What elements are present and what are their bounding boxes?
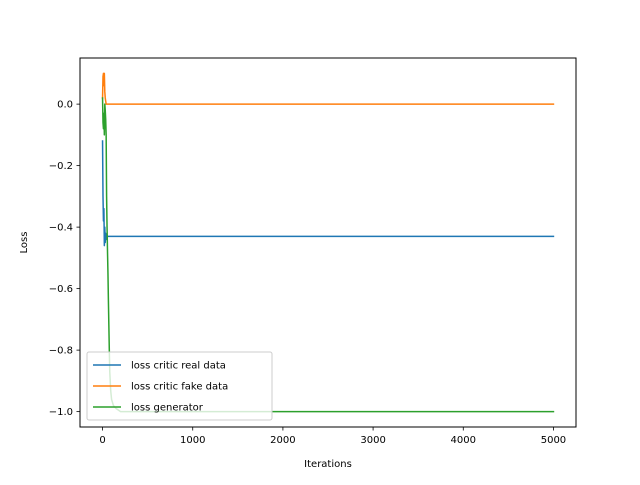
x-tick-label: 4000 — [451, 435, 476, 446]
y-axis: −1.0 −0.8 −0.6 −0.4 −0.2 0.0 — [49, 100, 80, 418]
x-axis-label: Iterations — [304, 459, 352, 470]
legend-label-1: loss critic real data — [131, 361, 226, 372]
y-tick-label: 0.0 — [57, 100, 73, 111]
x-tick-label: 2000 — [270, 435, 295, 446]
y-tick-label: −0.8 — [49, 346, 73, 357]
y-tick-label: −0.2 — [49, 161, 73, 172]
legend: loss critic real data loss critic fake da… — [86, 351, 273, 421]
x-tick-label: 1000 — [180, 435, 205, 446]
y-tick-label: −0.4 — [49, 223, 73, 234]
axes-frame — [79, 57, 577, 428]
series-line-2 — [101, 72, 555, 105]
y-tick-label: −0.6 — [49, 284, 73, 295]
y-tick-label: −1.0 — [49, 407, 73, 418]
x-axis: 0 1000 2000 3000 4000 5000 — [99, 427, 566, 446]
legend-label-3: loss generator — [131, 403, 204, 414]
x-tick-label: 5000 — [541, 435, 566, 446]
x-tick-label: 0 — [99, 435, 105, 446]
legend-label-2: loss critic fake data — [131, 382, 228, 393]
x-tick-label: 3000 — [360, 435, 385, 446]
legend-box — [86, 351, 273, 421]
y-axis-label: Loss — [19, 232, 30, 254]
